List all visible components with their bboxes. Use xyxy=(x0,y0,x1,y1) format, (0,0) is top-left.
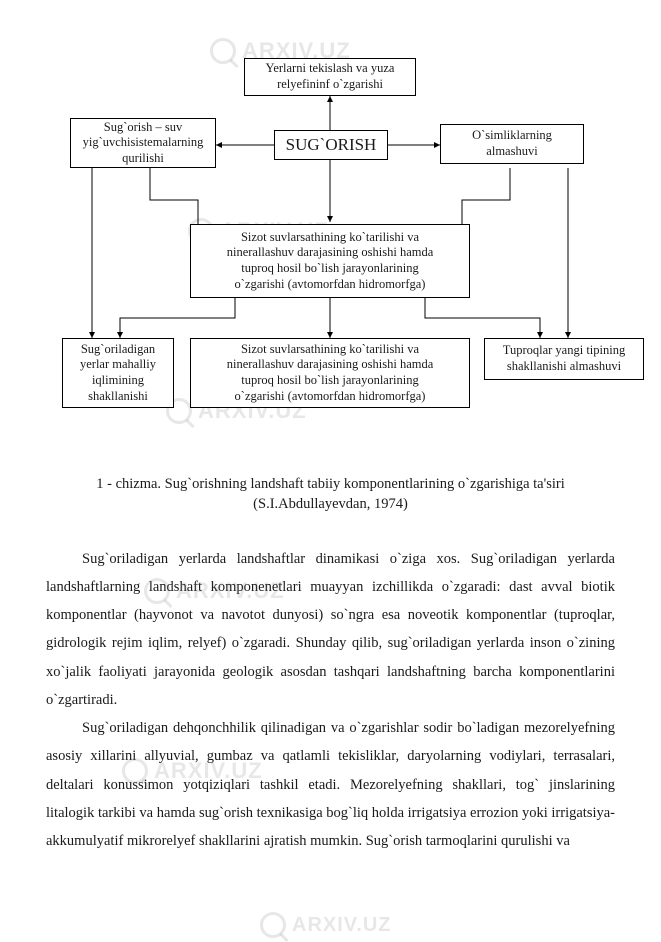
node-bottom-left: Sug`oriladiganyerlar mahalliyiqliminings… xyxy=(62,338,174,408)
node-top: Yerlarni tekislash va yuzarelyefininf o`… xyxy=(244,58,416,96)
node-text: Yerlarni tekislash va yuzarelyefininf o`… xyxy=(266,61,395,92)
node-center: SUG`ORISH xyxy=(274,130,388,160)
node-mid: Sizot suvlarsathining ko`tarilishi vanin… xyxy=(190,224,470,298)
node-left: Sug`orish – suvyig`uvchisistemalarningqu… xyxy=(70,118,216,168)
paragraph: Sug`oriladigan yerlarda landshaftlar din… xyxy=(46,545,615,715)
node-text: Sizot suvlarsathining ko`tarilishi vanin… xyxy=(227,230,434,293)
node-bottom-right: Tuproqlar yangi tipiningshakllanishi alm… xyxy=(484,338,644,380)
node-bottom-center: Sizot suvlarsathining ko`tarilishi vanin… xyxy=(190,338,470,408)
body-text: Sug`oriladigan yerlarda landshaftlar din… xyxy=(0,545,661,856)
node-text: Tuproqlar yangi tipiningshakllanishi alm… xyxy=(503,343,625,374)
node-text: Sug`orish – suvyig`uvchisistemalarningqu… xyxy=(83,120,204,167)
node-text: SUG`ORISH xyxy=(286,134,377,155)
figure-caption: 1 - chizma. Sug`orishning landshaft tabi… xyxy=(0,474,661,515)
magnifier-icon xyxy=(260,912,286,938)
watermark: ARXIV.UZ xyxy=(260,912,392,938)
node-text: Sizot suvlarsathining ko`tarilishi vanin… xyxy=(227,342,434,405)
flowchart: Yerlarni tekislash va yuzarelyefininf o`… xyxy=(0,0,661,430)
node-text: O`simliklarningalmashuvi xyxy=(472,128,552,159)
caption-text: 1 - chizma. Sug`orishning landshaft tabi… xyxy=(96,476,565,512)
watermark-text: ARXIV.UZ xyxy=(292,914,392,937)
node-right: O`simliklarningalmashuvi xyxy=(440,124,584,164)
node-text: Sug`oriladiganyerlar mahalliyiqliminings… xyxy=(80,342,156,405)
paragraph: Sug`oriladigan dehqonchhilik qilinadigan… xyxy=(46,714,615,855)
